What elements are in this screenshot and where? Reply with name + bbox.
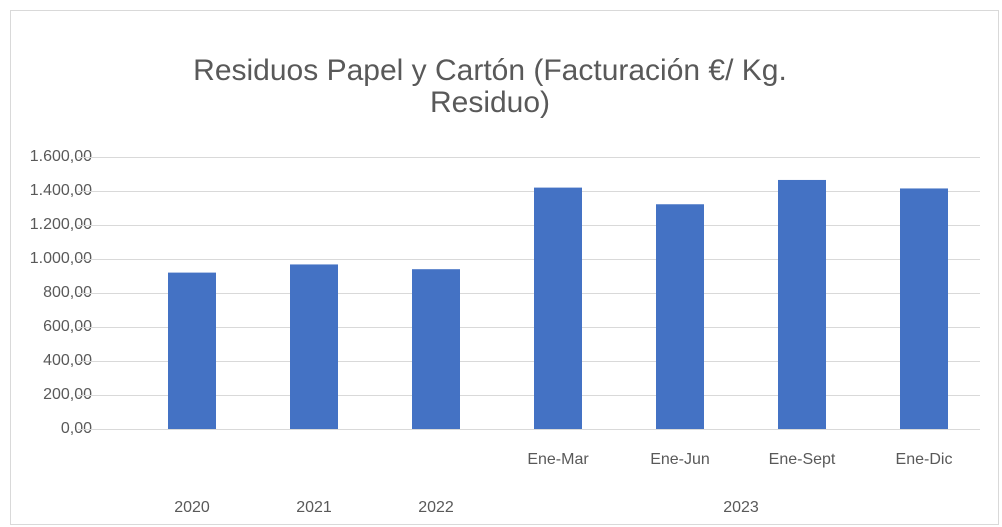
y-tick-label: 0,00 xyxy=(61,420,92,437)
y-tick-label: 600,00 xyxy=(43,318,92,335)
y-tick-label: 200,00 xyxy=(43,386,92,403)
x-tick-label: Ene-Jun xyxy=(650,451,710,468)
y-tick-label: 1.400,00 xyxy=(30,182,92,199)
x-tick-label: Ene-Dic xyxy=(896,451,953,468)
bar xyxy=(900,188,948,429)
bar xyxy=(534,187,582,429)
y-tick-label: 800,00 xyxy=(43,284,92,301)
x-group-label: 2022 xyxy=(418,499,454,516)
x-group-label: 2021 xyxy=(296,499,332,516)
y-tick-label: 1.000,00 xyxy=(30,250,92,267)
bar xyxy=(290,264,338,429)
bar xyxy=(778,179,826,429)
x-group-label: 2020 xyxy=(174,499,210,516)
bar xyxy=(656,204,704,429)
x-group-label: 2023 xyxy=(723,499,759,516)
bar xyxy=(168,272,216,429)
chart-title: Residuo) xyxy=(430,86,550,119)
chart-border xyxy=(10,10,999,525)
y-tick-label: 1.600,00 xyxy=(30,148,92,165)
bar xyxy=(412,269,460,429)
x-tick-label: Ene-Sept xyxy=(769,451,836,468)
x-tick-label: Ene-Mar xyxy=(527,451,589,468)
y-tick-label: 1.200,00 xyxy=(30,216,92,233)
chart-title: Residuos Papel y Cartón (Facturación €/ … xyxy=(193,54,787,87)
y-tick-label: 400,00 xyxy=(43,352,92,369)
